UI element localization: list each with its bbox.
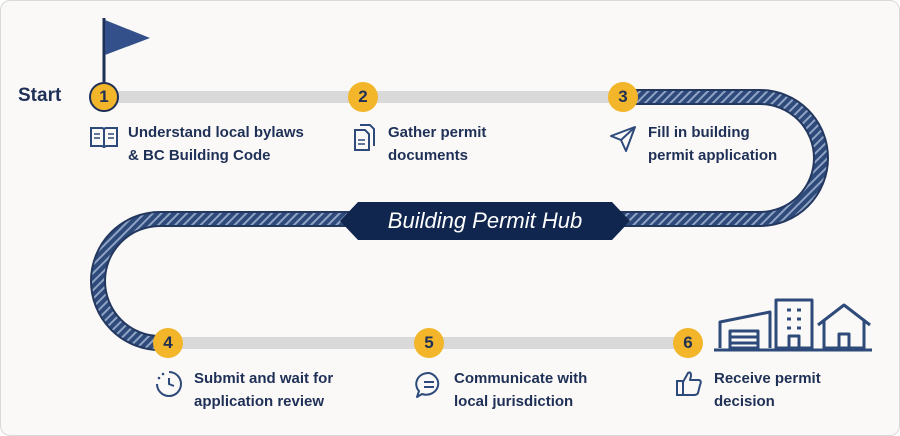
open-book-icon — [90, 127, 118, 149]
step-2-badge: 2 — [348, 82, 378, 112]
buildings-icon — [714, 298, 872, 352]
step-3-text: Fill in building permit application — [648, 124, 778, 164]
step-4-text: Submit and wait for application review — [194, 370, 334, 410]
step-2-text: Gather permit documents — [388, 124, 487, 164]
step-4-badge: 4 — [153, 328, 183, 358]
step-6-badge: 6 — [673, 328, 703, 358]
paper-plane-icon — [610, 126, 636, 152]
step-5-text: Communicate with local jurisdiction — [454, 370, 588, 410]
thumbs-up-icon — [676, 371, 702, 396]
hub-banner — [340, 202, 630, 240]
step-6-text: Receive permit decision — [714, 370, 821, 410]
step-3-badge: 3 — [608, 82, 638, 112]
hub-title: Building Permit Hub — [387, 208, 583, 233]
flag-icon — [102, 18, 150, 82]
step-5-badge: 5 — [414, 328, 444, 358]
step-1-text: Understand local bylaws & BC Building Co… — [128, 124, 304, 164]
clock-icon — [156, 371, 182, 397]
start-label: Start — [18, 85, 62, 106]
step-1-badge: 1 — [89, 82, 119, 112]
documents-icon — [354, 124, 375, 151]
chat-bubble-icon — [415, 371, 440, 398]
